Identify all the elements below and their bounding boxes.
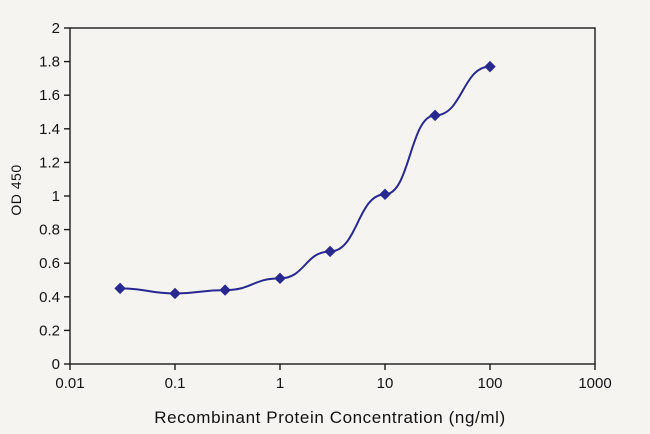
y-tick-label: 0.6 bbox=[39, 255, 60, 272]
x-tick-label: 0.1 bbox=[165, 375, 186, 392]
data-point-marker bbox=[379, 188, 391, 201]
data-point-marker bbox=[169, 287, 181, 300]
data-point-marker bbox=[484, 60, 496, 73]
y-tick-label: 1.2 bbox=[39, 154, 60, 171]
y-tick-label: 1.6 bbox=[39, 87, 60, 104]
data-line bbox=[120, 65, 491, 295]
y-tick-label: 1 bbox=[52, 188, 60, 205]
y-tick-label: 1.8 bbox=[39, 54, 60, 71]
data-point-marker bbox=[219, 284, 231, 296]
x-tick-label: 1000 bbox=[578, 375, 611, 392]
x-axis-label: Recombinant Protein Concentration (ng/ml… bbox=[154, 408, 506, 427]
y-tick-label: 0 bbox=[52, 356, 60, 373]
data-point-marker bbox=[324, 245, 336, 258]
data-point-marker bbox=[274, 272, 286, 285]
x-tick-label: 0.01 bbox=[55, 375, 84, 392]
data-point-marker bbox=[429, 109, 441, 122]
x-tick-label: 100 bbox=[477, 375, 502, 392]
y-tick-label: 0.2 bbox=[39, 322, 60, 339]
y-tick-label: 0.4 bbox=[39, 289, 60, 306]
y-tick-label: 2 bbox=[52, 20, 60, 37]
y-axis-label: OD 450 bbox=[8, 164, 24, 216]
x-tick-label: 1 bbox=[276, 375, 284, 392]
data-point-marker bbox=[114, 282, 126, 295]
y-tick-label: 1.4 bbox=[39, 121, 60, 138]
y-tick-label: 0.8 bbox=[39, 222, 60, 239]
x-tick-label: 10 bbox=[377, 375, 394, 392]
plot-border bbox=[69, 27, 596, 365]
